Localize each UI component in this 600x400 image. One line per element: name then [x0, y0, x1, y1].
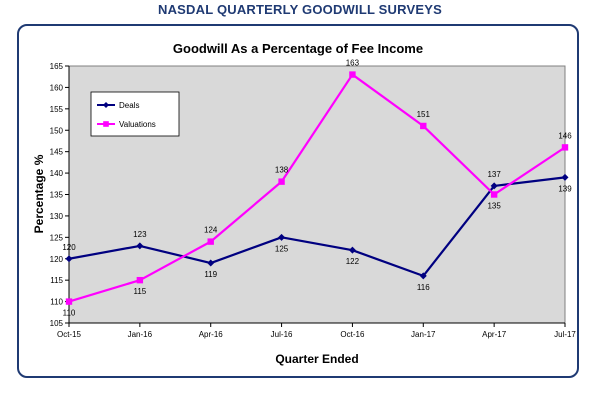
y-tick-label: 130 [50, 212, 64, 221]
deals-data-label: 119 [204, 270, 217, 279]
report-banner-title: NASDAL QUARTERLY GOODWILL SURVEYS [158, 2, 442, 17]
valuations-data-label: 135 [487, 202, 501, 211]
y-tick-label: 155 [50, 105, 64, 114]
valuations-series-line [68, 73, 566, 303]
valuations-legend-label: Valuations [119, 120, 156, 129]
x-tick-label: Jan-17 [411, 330, 436, 339]
y-tick-label: 135 [50, 191, 64, 200]
x-axis-label: Quarter Ended [275, 352, 358, 366]
chart-frame: Goodwill As a Percentage of Fee Income 1… [17, 24, 579, 378]
valuations-point [420, 122, 427, 130]
y-axis: 105 110 115 120 125 130 135 140 145 150 155 160 165 [50, 62, 70, 328]
y-tick-label: 115 [50, 276, 63, 285]
valuations-data-label: 138 [275, 166, 289, 175]
deals-series-line [68, 176, 566, 277]
valuations-point [65, 298, 73, 305]
deals-data-label: 116 [417, 283, 430, 292]
line-chart: Goodwill As a Percentage of Fee Income 1… [32, 41, 576, 366]
valuations-data-label: 151 [417, 110, 431, 119]
valuations-point [136, 276, 144, 284]
deals-data-label: 137 [487, 170, 501, 179]
series-layer: 120 123 119 125 122 116 137 139 110 115 124 138 163 1… [62, 59, 572, 318]
valuations-data-label: 163 [346, 59, 360, 68]
deals-legend-label: Deals [119, 101, 139, 110]
deals-point [136, 242, 144, 250]
deals-point [490, 182, 498, 190]
deals-data-label: 125 [275, 244, 289, 253]
deals-data-label: 139 [558, 184, 572, 193]
x-tick-label: Oct-16 [340, 330, 365, 339]
valuations-point [278, 178, 285, 185]
y-axis-label: Percentage % [32, 154, 46, 233]
x-tick-label: Oct-15 [57, 330, 82, 339]
valuations-point [349, 71, 356, 78]
valuations-data-label: 124 [204, 226, 218, 235]
y-tick-label: 125 [50, 233, 64, 242]
valuations-data-label: 115 [133, 287, 146, 296]
valuations-data-label: 110 [63, 309, 76, 318]
valuations-legend-marker [103, 121, 109, 127]
chart-title: Goodwill As a Percentage of Fee Income [173, 41, 423, 56]
valuations-point [490, 191, 498, 198]
x-axis: Oct-15 Jan-16 Apr-16 Jul-16 Oct-16 Jan-17 Apr-… [57, 322, 576, 339]
y-tick-label: 145 [50, 148, 64, 157]
x-tick-label: Apr-16 [199, 330, 224, 339]
valuations-point [561, 144, 569, 151]
x-tick-label: Jul-16 [271, 330, 293, 339]
deals-point [419, 272, 427, 280]
deals-point [278, 233, 286, 241]
y-tick-label: 150 [50, 126, 64, 135]
deals-point [561, 173, 569, 181]
x-tick-label: Jul-17 [554, 330, 576, 339]
y-tick-label: 120 [50, 255, 64, 264]
y-tick-label: 110 [50, 298, 63, 307]
valuations-point [207, 238, 214, 245]
deals-point [207, 259, 215, 267]
deals-data-label: 123 [133, 230, 147, 239]
legend-box [90, 91, 180, 137]
deals-data-label: 120 [62, 243, 76, 252]
y-tick-label: 140 [50, 169, 64, 178]
y-tick-label: 160 [50, 83, 64, 92]
y-tick-label: 105 [50, 319, 64, 328]
legend: Deals Valuations [90, 91, 180, 137]
deals-point [348, 246, 356, 254]
x-tick-label: Apr-17 [482, 330, 507, 339]
y-tick-label: 165 [50, 62, 64, 71]
deals-legend-marker [103, 102, 109, 108]
deals-data-label: 122 [346, 257, 360, 266]
x-tick-label: Jan-16 [128, 330, 153, 339]
valuations-data-label: 146 [558, 131, 572, 140]
deals-point [65, 255, 73, 263]
